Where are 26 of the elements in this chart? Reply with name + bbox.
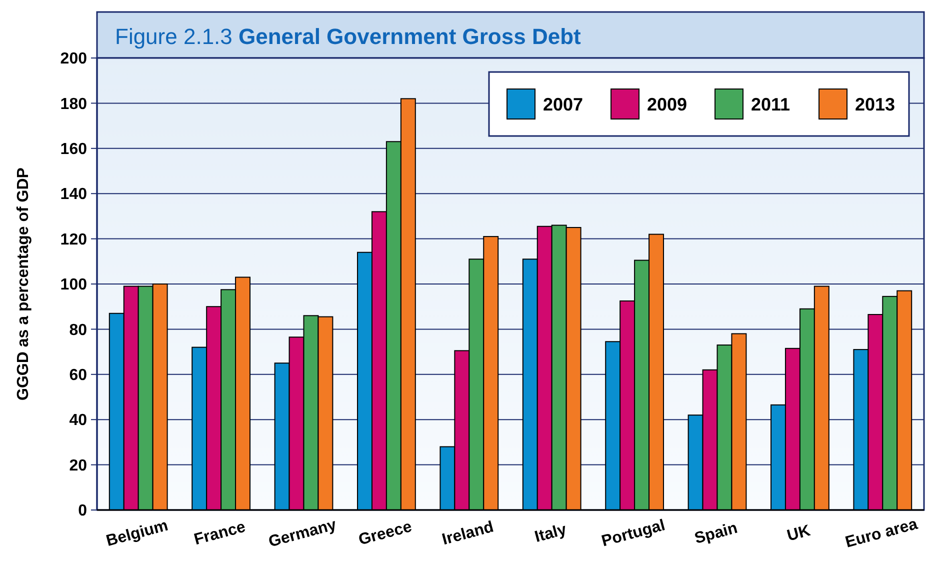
y-tick-label: 0 — [78, 502, 88, 520]
legend-label: 2009 — [647, 94, 688, 114]
x-tick-label: Ireland — [440, 518, 496, 549]
y-tick-label: 160 — [60, 141, 88, 158]
y-tick-label: 100 — [60, 276, 88, 294]
legend-label: 2007 — [543, 94, 584, 114]
legend-label: 2011 — [751, 94, 790, 114]
legend-label: 2013 — [855, 94, 896, 114]
y-tick-label: 120 — [60, 231, 88, 248]
chart-title: Figure 2.1.3 General Government Gross Debt — [115, 24, 582, 49]
x-tick-label: Euro area — [844, 516, 920, 552]
x-tick-label: France — [192, 518, 248, 549]
y-tick-label: 180 — [60, 96, 88, 113]
x-tick-label: Greece — [356, 518, 414, 549]
x-tick-label: UK — [785, 522, 813, 545]
x-tick-label: Germany — [266, 516, 338, 551]
y-tick-label: 20 — [69, 457, 88, 474]
y-axis-title: GGGD as a percentage of GDP — [15, 167, 32, 400]
x-tick-label: Italy — [533, 521, 568, 546]
y-tick-label: 140 — [60, 186, 88, 204]
x-tick-label: Spain — [692, 520, 740, 548]
x-tick-label: Belgium — [104, 517, 170, 550]
y-tick-label: 80 — [69, 322, 88, 339]
y-tick-label: 200 — [60, 50, 88, 68]
y-tick-label: 60 — [69, 367, 88, 384]
y-tick-label: 40 — [69, 412, 88, 430]
